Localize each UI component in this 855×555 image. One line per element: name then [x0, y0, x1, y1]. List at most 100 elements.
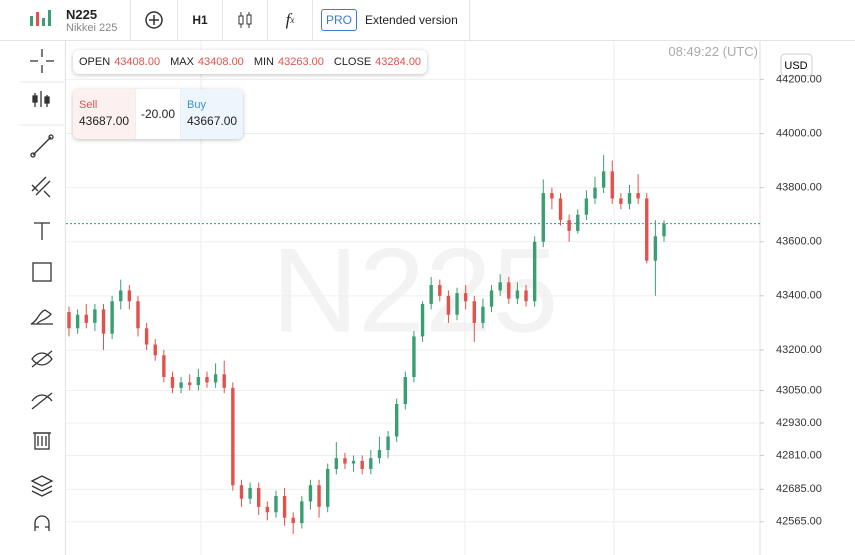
y-tick-label: 44000.00 [776, 127, 822, 139]
candle-body [541, 193, 545, 242]
sell-label: Sell [79, 99, 98, 111]
delete-all-tool[interactable] [33, 432, 51, 450]
ohlc-value: 43263.00 [277, 56, 324, 68]
buy-price: 43667.00 [187, 114, 238, 128]
y-tick-label: 44200.00 [776, 73, 822, 85]
currency-box[interactable] [780, 53, 813, 77]
candle-body [593, 187, 597, 199]
candle-body [429, 285, 433, 304]
crosshair-tool[interactable] [30, 49, 54, 73]
candle-body [420, 303, 425, 337]
chart-type-button[interactable] [223, 0, 268, 40]
y-tick-label: 43400.00 [776, 290, 822, 302]
timeframe[interactable]: H1 [178, 0, 223, 40]
candle-body [84, 314, 88, 323]
plus-icon [145, 11, 163, 29]
candle-body [75, 314, 80, 329]
candle-body [291, 517, 295, 524]
candle-body [351, 460, 356, 464]
candle-body [550, 193, 554, 199]
candle-body [325, 468, 330, 507]
layers-tool[interactable] [30, 475, 54, 497]
left-toolbar [20, 41, 66, 555]
candle-body [257, 487, 261, 507]
candle-body [317, 485, 321, 507]
candle-body [239, 485, 244, 499]
candle-body [274, 496, 278, 513]
bars-tool[interactable] [32, 91, 50, 107]
pro-cell[interactable]: PRO Extended version [313, 0, 470, 40]
candle-body [489, 290, 494, 307]
candle-body [653, 236, 658, 261]
buy-button[interactable]: Buy 43667.00 [180, 89, 243, 139]
candle-body [532, 241, 537, 302]
ohlc-value: 43408.00 [197, 56, 244, 68]
ohlc-value: 43284.00 [375, 56, 422, 68]
candle-body [498, 282, 502, 291]
candle-body [188, 382, 192, 386]
y-tick-label: 43800.00 [776, 182, 822, 194]
candle-icon [238, 12, 252, 28]
candle-body [610, 171, 614, 199]
symbol-icon [30, 10, 51, 26]
candle-body [101, 309, 106, 334]
candle-body [394, 404, 399, 437]
candle-body [455, 293, 459, 315]
y-tick-label: 42565.00 [776, 516, 822, 528]
candle-body [472, 301, 476, 323]
candle-body [196, 376, 201, 386]
candle-body [282, 496, 287, 518]
candle-body [438, 285, 442, 296]
candle-body [265, 506, 270, 513]
candle-body [584, 198, 589, 215]
candle-body [662, 223, 666, 237]
ohlc-label: CLOSE [333, 56, 372, 68]
candle-body [308, 485, 313, 502]
y-tick-label: 43600.00 [776, 236, 822, 248]
candle-body [300, 501, 304, 524]
candle-body [515, 290, 520, 299]
candle-body [446, 295, 451, 315]
symbol-cell[interactable]: N225 Nikkei 225 [0, 0, 131, 40]
hide-tool[interactable] [31, 350, 53, 368]
candle-body [576, 214, 580, 231]
candle-body [213, 374, 218, 383]
candle-body [205, 376, 209, 383]
magnet-tool[interactable] [34, 515, 50, 531]
add-button[interactable] [131, 0, 178, 40]
symbol-name: Nikkei 225 [66, 21, 118, 34]
candle-body [119, 290, 123, 302]
line-tool[interactable] [30, 134, 54, 158]
candle-body [110, 301, 114, 334]
candle-body [153, 344, 157, 356]
sell-button[interactable]: Sell 43687.00 [73, 89, 136, 139]
candle-body [334, 458, 339, 469]
y-tick-label: 42685.00 [776, 483, 822, 495]
candle-body [507, 282, 511, 299]
candle-body [144, 328, 149, 345]
candle-body [360, 460, 364, 469]
ohlc-label: MAX [170, 56, 194, 68]
pro-badge: PRO [321, 9, 358, 31]
currency[interactable]: USD [784, 60, 807, 72]
candle-body [162, 355, 166, 377]
candle-body [231, 387, 235, 486]
text-tool[interactable] [34, 222, 50, 240]
brush-tool[interactable] [30, 309, 53, 325]
candle-body [463, 293, 468, 302]
hide-numbers-tool[interactable] [31, 392, 53, 410]
candle-body [524, 290, 528, 302]
y-tick-label: 42930.00 [776, 417, 822, 429]
shape-tool[interactable] [32, 262, 52, 282]
candle-body [179, 382, 183, 388]
ohlc-box: OPEN 43408.00 MAX 43408.00 MIN 43263.00 CLOSE 4… [73, 50, 428, 74]
candle-body [481, 306, 485, 323]
candle-body [601, 171, 606, 188]
candle-body [558, 198, 563, 221]
quote-box: Sell 43687.00 -20.00 Buy 43667.00 [73, 89, 243, 139]
fib-tool[interactable] [31, 176, 51, 198]
sell-price: 43687.00 [79, 114, 130, 128]
buy-label: Buy [187, 99, 206, 111]
